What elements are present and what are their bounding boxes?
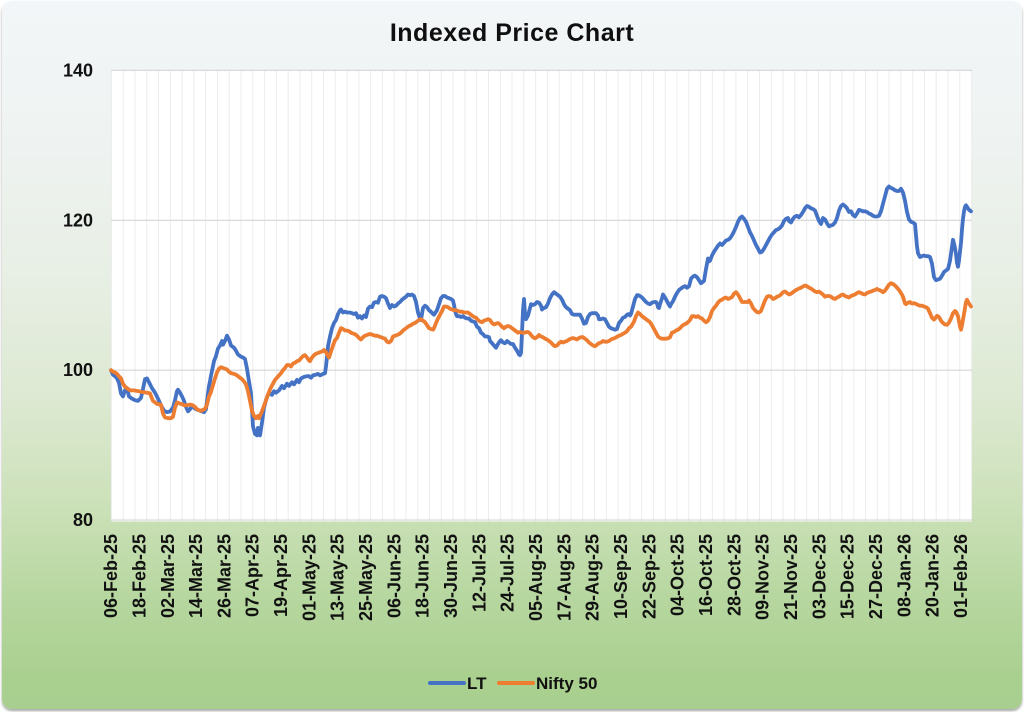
svg-text:120: 120 xyxy=(63,210,93,230)
svg-text:140: 140 xyxy=(63,60,93,80)
svg-text:30-Jun-25: 30-Jun-25 xyxy=(441,534,461,618)
svg-text:20-Jan-26: 20-Jan-26 xyxy=(923,534,943,617)
svg-text:100: 100 xyxy=(63,360,93,380)
svg-text:13-May-25: 13-May-25 xyxy=(328,534,348,621)
svg-text:19-Apr-25: 19-Apr-25 xyxy=(271,534,291,617)
svg-text:07-Apr-25: 07-Apr-25 xyxy=(243,534,263,617)
svg-text:26-Mar-25: 26-Mar-25 xyxy=(214,534,234,618)
svg-text:80: 80 xyxy=(73,510,93,530)
svg-text:04-Oct-25: 04-Oct-25 xyxy=(668,534,688,616)
svg-text:01-Feb-26: 01-Feb-26 xyxy=(951,534,971,618)
svg-text:21-Nov-25: 21-Nov-25 xyxy=(781,534,801,620)
svg-text:Nifty 50: Nifty 50 xyxy=(536,674,597,693)
svg-text:12-Jul-25: 12-Jul-25 xyxy=(469,534,489,612)
svg-text:10-Sep-25: 10-Sep-25 xyxy=(611,534,631,619)
svg-text:Indexed Price Chart: Indexed Price Chart xyxy=(390,19,634,47)
svg-text:22-Sep-25: 22-Sep-25 xyxy=(639,534,659,619)
svg-text:18-Feb-25: 18-Feb-25 xyxy=(129,534,149,618)
svg-text:01-May-25: 01-May-25 xyxy=(299,534,319,621)
svg-text:29-Aug-25: 29-Aug-25 xyxy=(583,534,603,621)
svg-text:28-Oct-25: 28-Oct-25 xyxy=(724,534,744,616)
svg-text:06-Jun-25: 06-Jun-25 xyxy=(384,534,404,618)
svg-text:16-Oct-25: 16-Oct-25 xyxy=(696,534,716,616)
svg-text:18-Jun-25: 18-Jun-25 xyxy=(413,534,433,618)
svg-text:05-Aug-25: 05-Aug-25 xyxy=(526,534,546,621)
svg-text:09-Nov-25: 09-Nov-25 xyxy=(753,534,773,620)
svg-text:08-Jan-26: 08-Jan-26 xyxy=(894,534,914,617)
svg-text:24-Jul-25: 24-Jul-25 xyxy=(498,534,518,612)
svg-text:LT: LT xyxy=(467,674,487,693)
svg-text:06-Feb-25: 06-Feb-25 xyxy=(101,534,121,618)
svg-text:27-Dec-25: 27-Dec-25 xyxy=(866,534,886,619)
svg-text:25-May-25: 25-May-25 xyxy=(356,534,376,621)
svg-text:02-Mar-25: 02-Mar-25 xyxy=(158,534,178,618)
svg-text:03-Dec-25: 03-Dec-25 xyxy=(809,534,829,619)
svg-text:17-Aug-25: 17-Aug-25 xyxy=(554,534,574,621)
svg-text:14-Mar-25: 14-Mar-25 xyxy=(186,534,206,618)
svg-text:15-Dec-25: 15-Dec-25 xyxy=(838,534,858,619)
